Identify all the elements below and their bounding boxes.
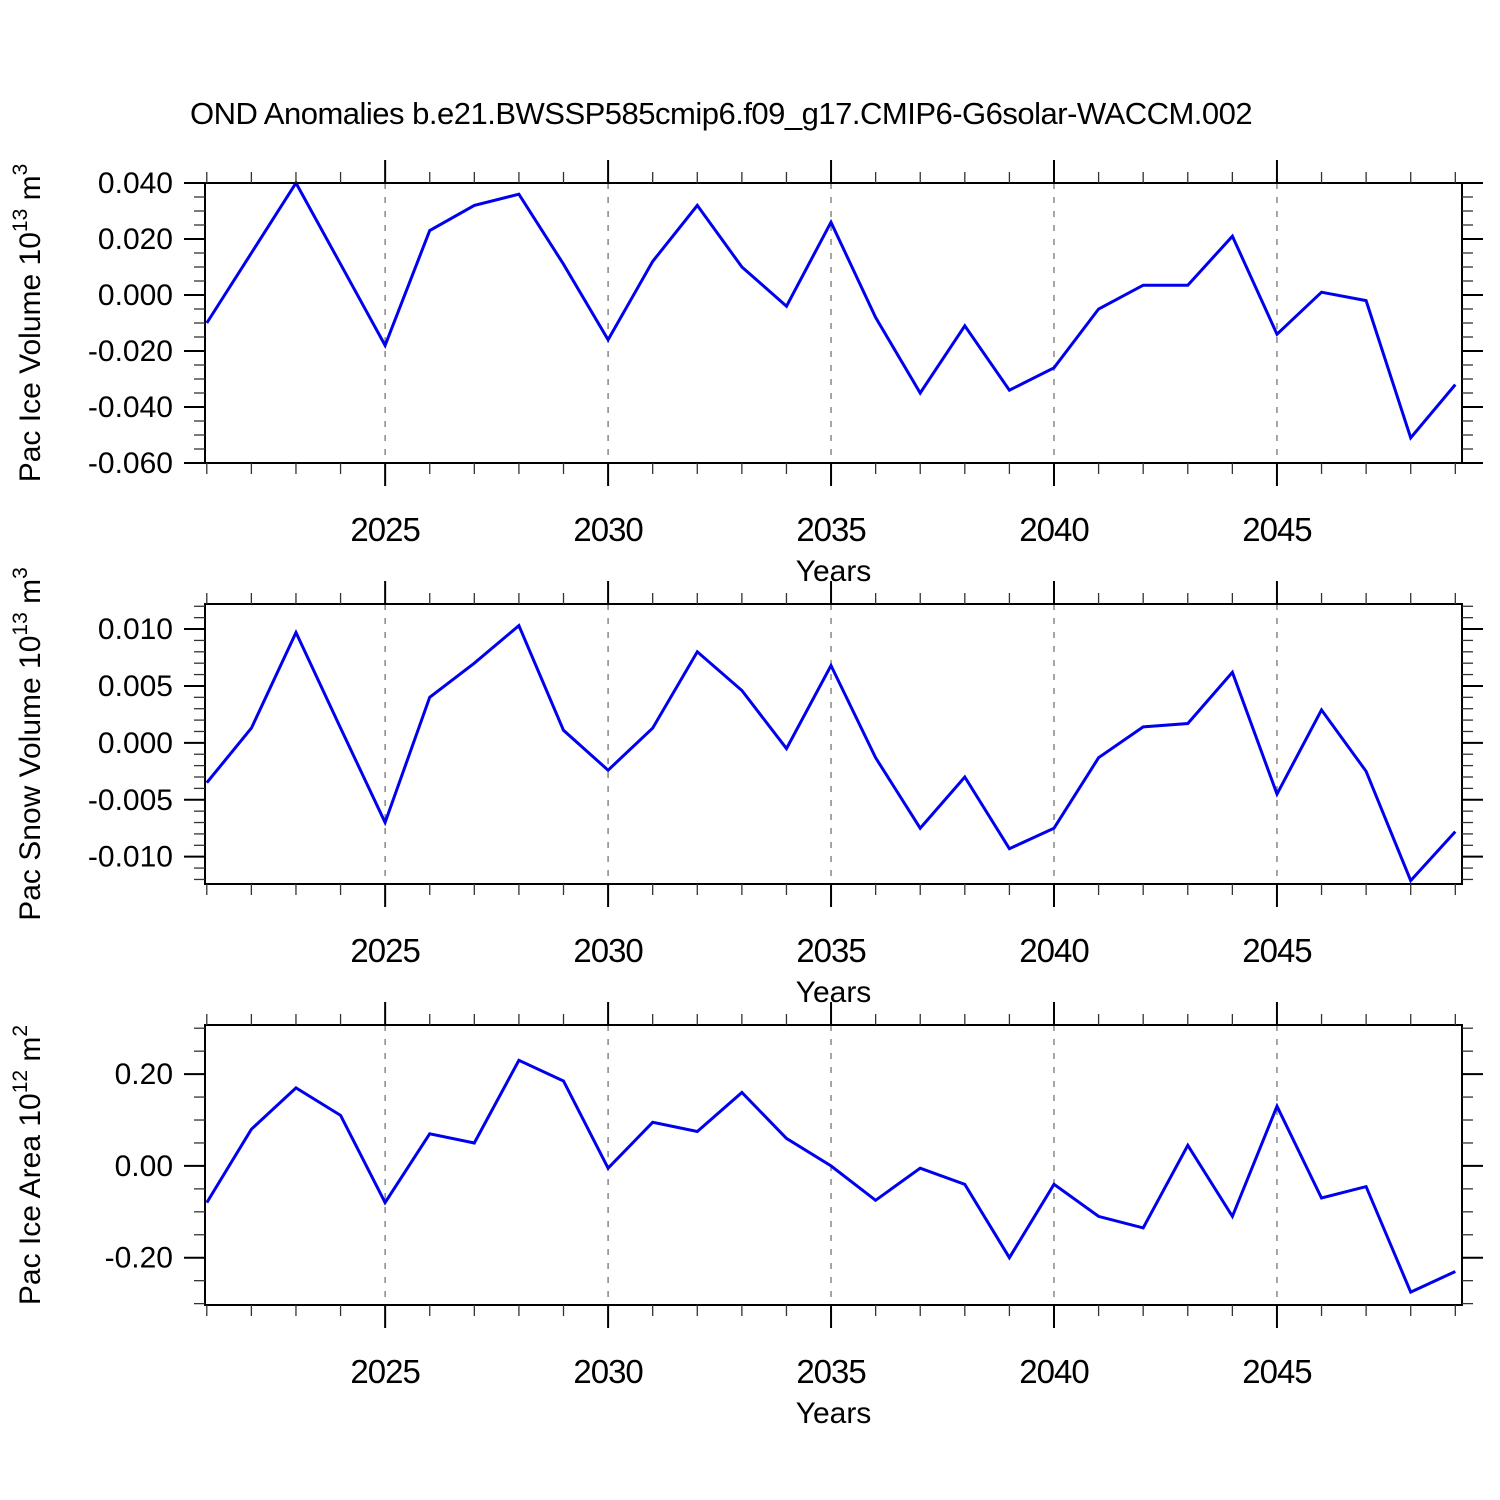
x-tick-label: 2045 xyxy=(1242,511,1311,548)
y-axis-title-segment: 2 xyxy=(9,1025,32,1037)
y-axis-title-segment: m xyxy=(14,579,47,612)
y-axis-title-segment: Pac Ice Volume 10 xyxy=(14,232,47,482)
y-axis-title-segment: 13 xyxy=(9,209,32,232)
x-tick-label: 2040 xyxy=(1019,1353,1089,1390)
x-tick-label: 2025 xyxy=(350,511,419,548)
y-axis-title-segment: m xyxy=(14,1037,47,1070)
y-axis-title-segment: Pac Snow Volume 10 xyxy=(14,636,47,921)
y-axis-title-segment: 3 xyxy=(9,164,32,176)
y-tick-label: -0.010 xyxy=(88,841,173,874)
y-tick-label: 0.010 xyxy=(98,613,173,646)
x-tick-label: 2025 xyxy=(350,932,419,969)
x-tick-label: 2030 xyxy=(573,932,643,969)
y-axis-title-segment: Pac Ice Area 10 xyxy=(14,1093,47,1305)
y-major-ticks xyxy=(184,628,1483,858)
pac-ice-volume-data-line xyxy=(205,180,1457,441)
x-tick-label: 2025 xyxy=(350,1353,419,1390)
x-major-ticks xyxy=(384,1002,1278,1328)
y-tick-label: -0.060 xyxy=(88,447,173,480)
y-tick-label: -0.020 xyxy=(88,335,173,368)
y-tick-label: 0.000 xyxy=(98,279,173,312)
y-tick-label: -0.20 xyxy=(105,1242,173,1275)
x-major-ticks xyxy=(384,160,1278,486)
y-axis-title: Pac Ice Area 1012 m2 xyxy=(9,1025,47,1305)
pac-ice-area-data-line xyxy=(205,1058,1456,1295)
y-axis-title-segment: 12 xyxy=(9,1070,32,1093)
y-axis-title-segment: m xyxy=(14,175,47,208)
x-major-ticks xyxy=(384,581,1278,907)
pac-ice-area-frame xyxy=(204,1024,1463,1306)
pac-ice-volume-panel: 2025 2030 2035 2040 2045 0.040 0.020 0.000 -0.02… xyxy=(9,160,1483,588)
x-tick-label: 2040 xyxy=(1019,511,1089,548)
pac-ice-area-panel: 2025 2030 2035 2040 2045 0.20 0.00 -0.20 Years Pa… xyxy=(9,1002,1483,1430)
y-major-ticks xyxy=(184,1073,1483,1259)
x-tick-label: 2040 xyxy=(1019,932,1089,969)
x-axis-title: Years xyxy=(796,976,872,1009)
x-tick-label: 2035 xyxy=(796,932,865,969)
y-tick-label: 0.00 xyxy=(115,1150,173,1183)
x-axis-title: Years xyxy=(796,1397,872,1430)
y-tick-label: 0.040 xyxy=(98,167,173,200)
pac-snow-volume-panel: 2025 2030 2035 2040 2045 0.010 0.005 0.000 -0.00… xyxy=(9,567,1483,1009)
y-tick-label: 0.020 xyxy=(98,223,173,256)
y-tick-label: -0.040 xyxy=(88,391,173,424)
x-axis-title: Years xyxy=(796,555,872,588)
y-tick-label: 0.20 xyxy=(115,1058,173,1091)
y-major-ticks xyxy=(184,182,1483,464)
x-tick-label: 2030 xyxy=(573,511,643,548)
pac-snow-volume-frame xyxy=(204,603,1463,885)
x-tick-label: 2035 xyxy=(796,1353,865,1390)
page-title: OND Anomalies b.e21.BWSSP585cmip6.f09_g1… xyxy=(190,96,1253,131)
x-tick-label: 2035 xyxy=(796,511,865,548)
x-tick-label: 2030 xyxy=(573,1353,643,1390)
y-tick-label: 0.005 xyxy=(98,670,173,703)
y-tick-label: -0.005 xyxy=(88,784,173,817)
y-axis-title: Pac Ice Volume 1013 m3 xyxy=(9,164,47,483)
y-axis-title-segment: 13 xyxy=(9,612,32,635)
y-axis-title: Pac Snow Volume 1013 m3 xyxy=(9,567,47,921)
x-tick-label: 2045 xyxy=(1242,1353,1311,1390)
pac-snow-volume-data-line xyxy=(205,623,1457,884)
y-axis-title-segment: 3 xyxy=(9,567,32,579)
y-tick-label: 0.000 xyxy=(98,727,173,760)
x-tick-label: 2045 xyxy=(1242,932,1311,969)
